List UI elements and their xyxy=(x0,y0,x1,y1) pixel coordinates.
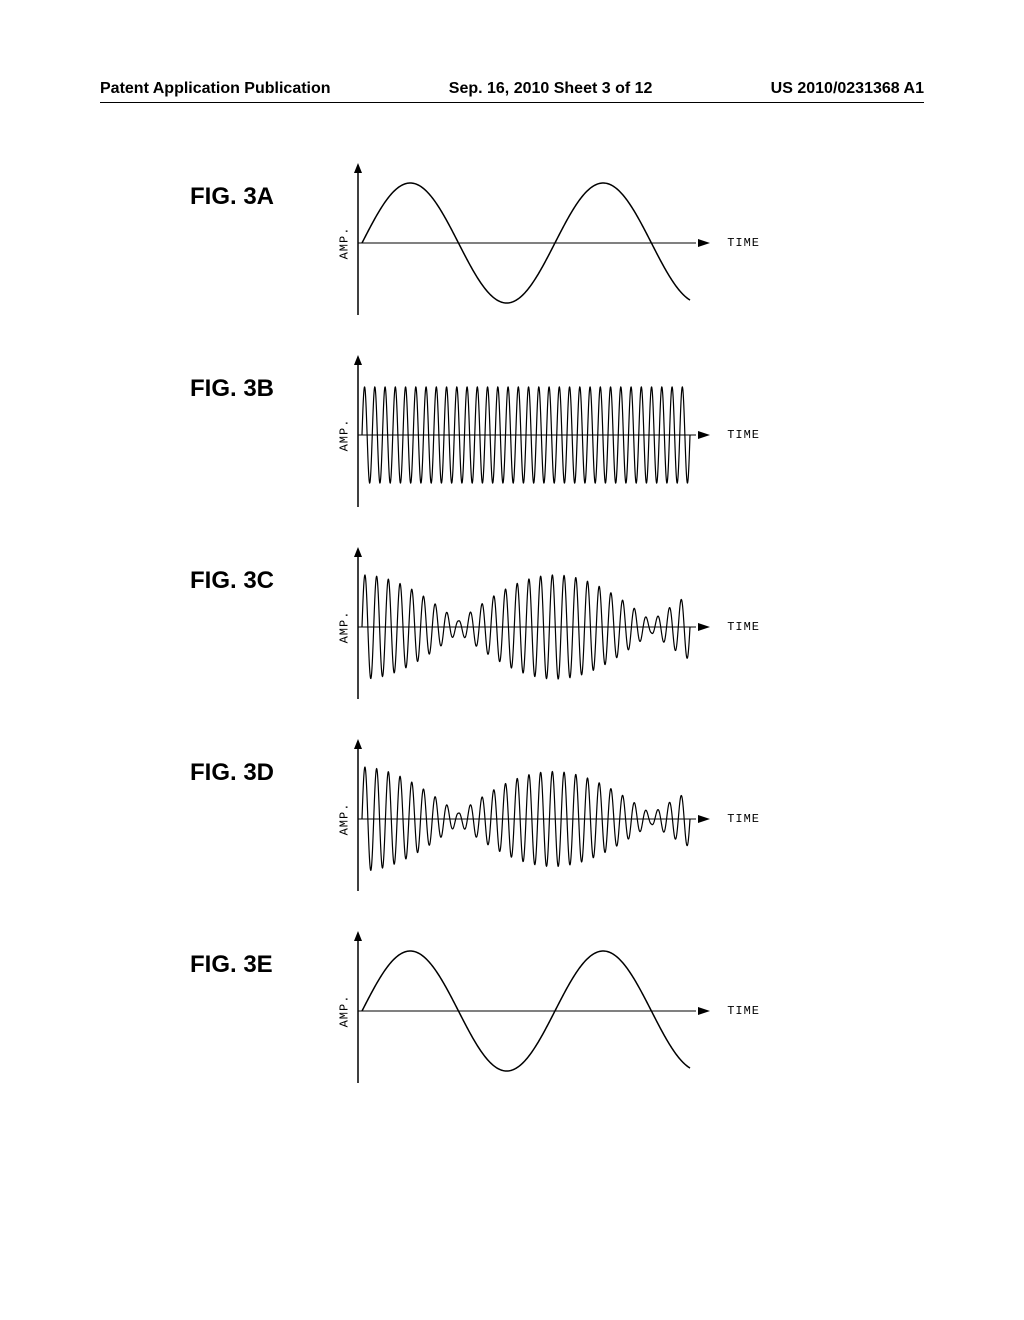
figure-label: FIG. 3A xyxy=(190,163,300,211)
header-right: US 2010/0231368 A1 xyxy=(771,80,924,98)
waveform-sine xyxy=(340,163,710,323)
plot-3e: AMP. TIME xyxy=(340,931,710,1091)
page-header: Patent Application Publication Sep. 16, … xyxy=(100,80,924,103)
x-axis-label: TIME xyxy=(727,812,760,826)
y-axis-label: AMP. xyxy=(337,995,351,1028)
figure-3d: FIG. 3D AMP. TIME xyxy=(190,739,924,899)
x-axis-label: TIME xyxy=(727,620,760,634)
figure-label: FIG. 3B xyxy=(190,355,300,403)
x-axis-label: TIME xyxy=(727,428,760,442)
plot-3c: AMP. TIME xyxy=(340,547,710,707)
figure-3c: FIG. 3C AMP. TIME xyxy=(190,547,924,707)
page: Patent Application Publication Sep. 16, … xyxy=(0,0,1024,1320)
plot-3d: AMP. TIME xyxy=(340,739,710,899)
figure-3e: FIG. 3E AMP. TIME xyxy=(190,931,924,1091)
waveform-am xyxy=(340,547,710,707)
waveform-carrier xyxy=(340,355,710,515)
figure-3a: FIG. 3A AMP. TIME xyxy=(190,163,924,323)
y-axis-label: AMP. xyxy=(337,419,351,452)
plot-3a: AMP. TIME xyxy=(340,163,710,323)
figure-3b: FIG. 3B AMP. TIME xyxy=(190,355,924,515)
waveform-am-decay xyxy=(340,739,710,899)
figure-label: FIG. 3E xyxy=(190,931,300,979)
waveform-sine xyxy=(340,931,710,1091)
figure-label: FIG. 3C xyxy=(190,547,300,595)
x-axis-label: TIME xyxy=(727,236,760,250)
y-axis-label: AMP. xyxy=(337,611,351,644)
header-left: Patent Application Publication xyxy=(100,80,331,98)
x-axis-label: TIME xyxy=(727,1004,760,1018)
figure-label: FIG. 3D xyxy=(190,739,300,787)
plot-3b: AMP. TIME xyxy=(340,355,710,515)
header-center: Sep. 16, 2010 Sheet 3 of 12 xyxy=(449,80,653,98)
y-axis-label: AMP. xyxy=(337,803,351,836)
figures-container: FIG. 3A AMP. TIME FIG. 3B AMP. TIME FIG.… xyxy=(100,163,924,1091)
y-axis-label: AMP. xyxy=(337,227,351,260)
